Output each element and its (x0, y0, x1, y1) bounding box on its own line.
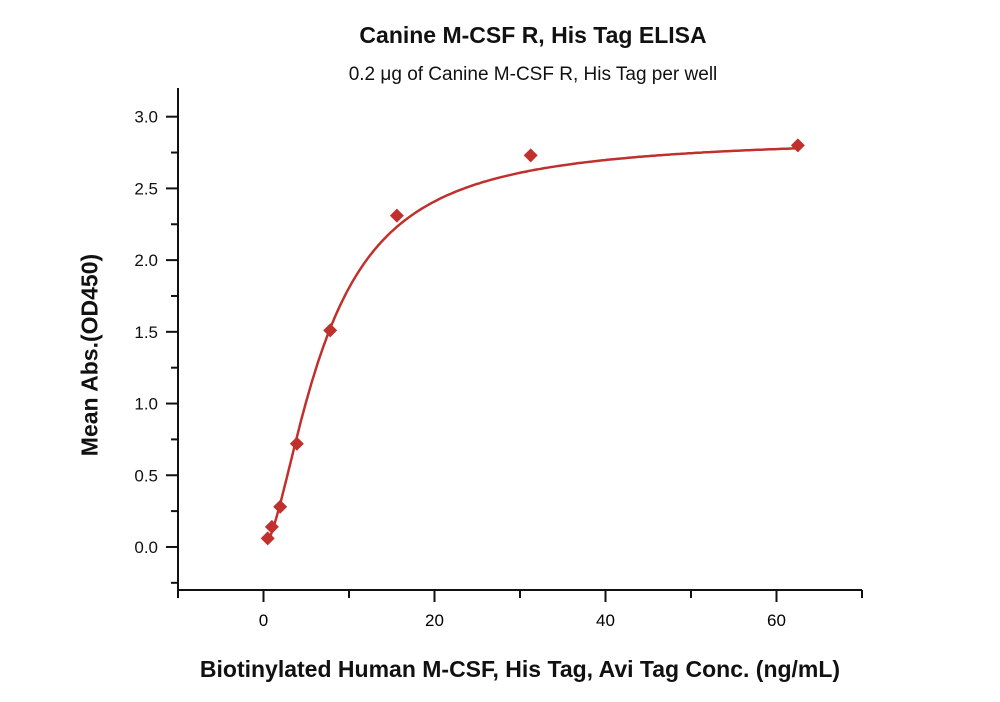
data-point (790, 138, 805, 153)
data-point (289, 436, 304, 451)
x-axis-label: Biotinylated Human M-CSF, His Tag, Avi T… (199, 656, 841, 682)
fit-curve (266, 147, 798, 544)
x-tick-label: 20 (425, 611, 444, 630)
y-tick-label: 0.5 (134, 466, 158, 485)
y-tick-label: 1.5 (134, 323, 158, 342)
x-tick-label: 40 (596, 611, 615, 630)
y-tick-label: 0.0 (134, 538, 158, 557)
data-point (264, 519, 279, 534)
data-point (260, 531, 275, 546)
x-tick-label: 60 (767, 611, 786, 630)
chart-subtitle: 0.2 μg of Canine M-CSF R, His Tag per we… (348, 64, 718, 85)
data-point (323, 323, 338, 338)
y-tick-label: 2.0 (134, 251, 158, 270)
data-point (273, 499, 288, 514)
y-tick-label: 2.5 (134, 179, 158, 198)
chart-title: Canine M-CSF R, His Tag ELISA (359, 22, 707, 48)
x-tick-label: 0 (259, 611, 268, 630)
data-point (389, 208, 404, 223)
y-tick-label: 1.0 (134, 395, 158, 414)
y-tick-label: 3.0 (134, 108, 158, 127)
data-point (523, 148, 538, 163)
